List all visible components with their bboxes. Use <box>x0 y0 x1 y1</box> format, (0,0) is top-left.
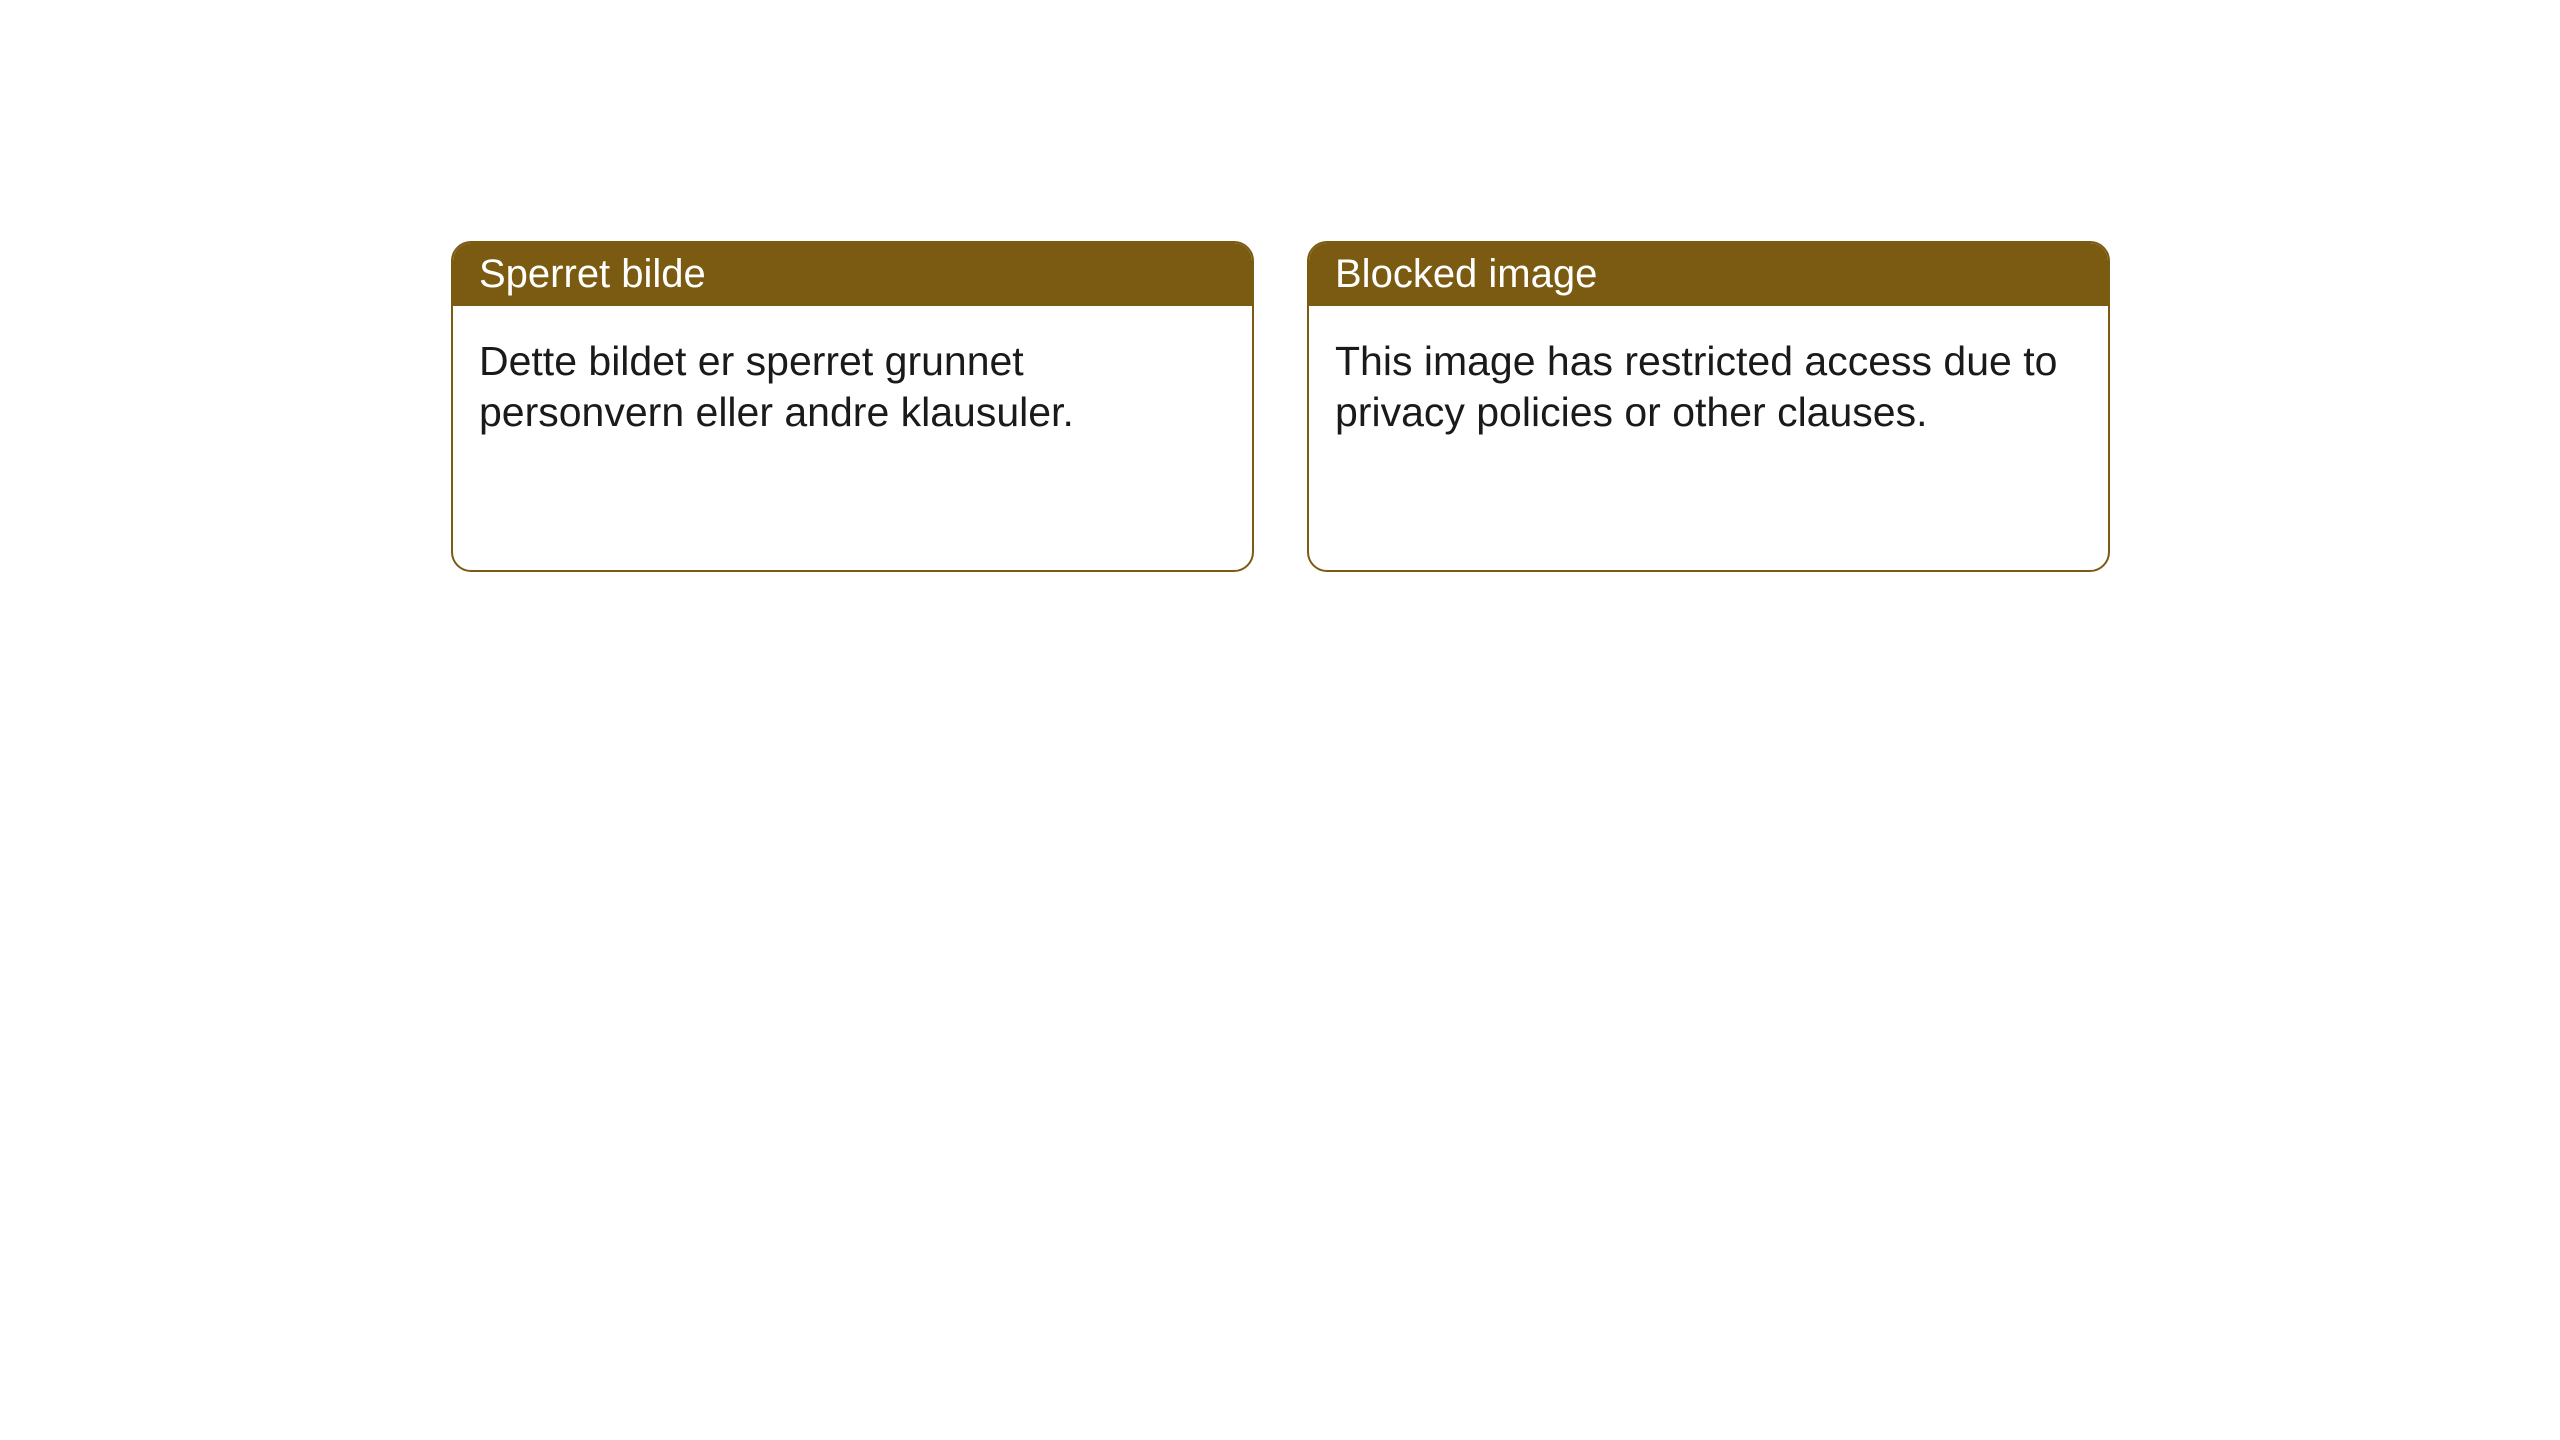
card-body: Dette bildet er sperret grunnet personve… <box>453 306 1252 469</box>
card-header: Sperret bilde <box>453 243 1252 306</box>
card-body: This image has restricted access due to … <box>1309 306 2108 469</box>
card-header: Blocked image <box>1309 243 2108 306</box>
notice-card-norwegian: Sperret bilde Dette bildet er sperret gr… <box>451 241 1254 572</box>
notice-card-english: Blocked image This image has restricted … <box>1307 241 2110 572</box>
notice-cards-container: Sperret bilde Dette bildet er sperret gr… <box>451 241 2110 572</box>
